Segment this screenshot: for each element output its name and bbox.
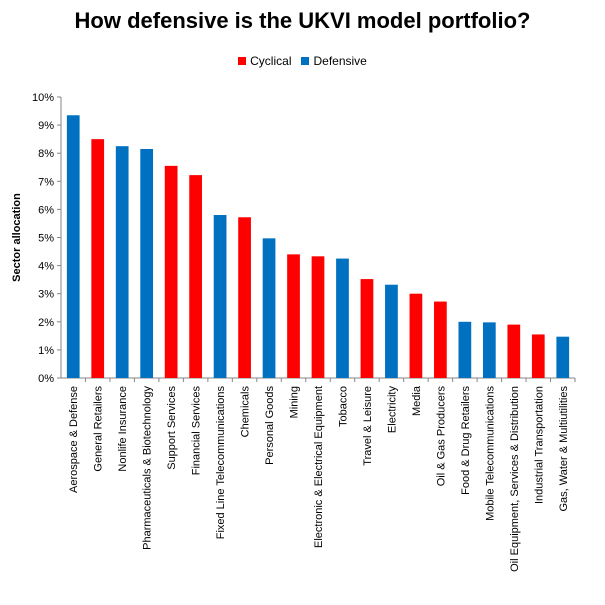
bar	[556, 336, 570, 378]
legend-label-cyclical: Cyclical	[250, 54, 292, 68]
legend-swatch-cyclical	[238, 57, 247, 65]
bar	[482, 322, 496, 378]
x-tick-label: Chemicals	[240, 386, 252, 438]
x-tick-label: Personal Goods	[264, 386, 276, 465]
bar	[91, 139, 105, 378]
bar	[262, 238, 276, 378]
bar	[311, 256, 325, 378]
x-tick-label: Financial Services	[191, 386, 203, 476]
x-tick-label: Aerospace & Defense	[68, 386, 80, 493]
x-tick-label: Industrial Transportation	[533, 386, 545, 504]
x-tick-label: Oil & Gas Producers	[435, 386, 447, 487]
bar	[531, 334, 545, 378]
x-tick-label: Mobile Telecommunications	[484, 386, 496, 521]
y-tick-label: 7%	[38, 176, 54, 188]
bar	[140, 148, 154, 378]
x-tick-label: Nonlife Insurance	[117, 386, 129, 472]
x-tick-label: Fixed Line Telecommunications	[215, 386, 227, 540]
x-tick-label: Media	[411, 385, 423, 416]
legend-label-defensive: Defensive	[313, 54, 367, 68]
bar	[115, 146, 129, 378]
y-tick-label: 8%	[38, 148, 54, 160]
bar	[164, 165, 178, 378]
y-tick-label: 1%	[38, 345, 54, 357]
y-tick-label: 2%	[38, 317, 54, 329]
y-tick-label: 5%	[38, 233, 54, 245]
x-tick-label: Tobacco	[337, 386, 349, 427]
bar	[213, 215, 227, 378]
legend-entry-defensive: Defensive	[301, 54, 367, 68]
bar	[189, 175, 202, 378]
bar	[434, 301, 447, 378]
y-tick-label: 0%	[38, 373, 54, 385]
bar	[360, 279, 374, 378]
bar	[458, 321, 472, 378]
x-tick-label: General Retailers	[93, 386, 105, 472]
y-tick-label: 10%	[32, 92, 54, 104]
bar	[385, 284, 398, 378]
bar	[507, 324, 521, 378]
x-tick-label: Travel & Leisure	[362, 386, 374, 466]
x-tick-label: Electricity	[386, 386, 398, 434]
x-tick-label: Support Services	[166, 386, 178, 470]
bar	[409, 293, 423, 378]
legend: Cyclical Defensive	[0, 54, 605, 68]
legend-entry-cyclical: Cyclical	[238, 54, 291, 68]
y-tick-label: 6%	[38, 204, 54, 216]
x-tick-label: Gas, Water & Multiutilities	[558, 386, 570, 512]
x-tick-label: Electronic & Electrical Equipment	[313, 386, 325, 548]
bar	[287, 254, 300, 378]
y-tick-label: 9%	[38, 120, 54, 132]
bar	[66, 115, 80, 378]
bar	[336, 258, 349, 378]
y-axis-title: Sector allocation	[11, 193, 23, 282]
bar	[238, 217, 251, 378]
x-tick-label: Oil Equipment, Services & Distribution	[509, 386, 521, 572]
x-tick-label: Mining	[289, 386, 301, 418]
chart-title: How defensive is the UKVI model portfoli…	[74, 8, 531, 33]
legend-swatch-defensive	[301, 57, 310, 65]
x-tick-label: Food & Drug Retailers	[460, 386, 472, 495]
x-tick-label: Pharmaceuticals & Biotechnology	[142, 386, 154, 550]
y-tick-label: 4%	[38, 261, 54, 273]
y-tick-label: 3%	[38, 289, 54, 301]
